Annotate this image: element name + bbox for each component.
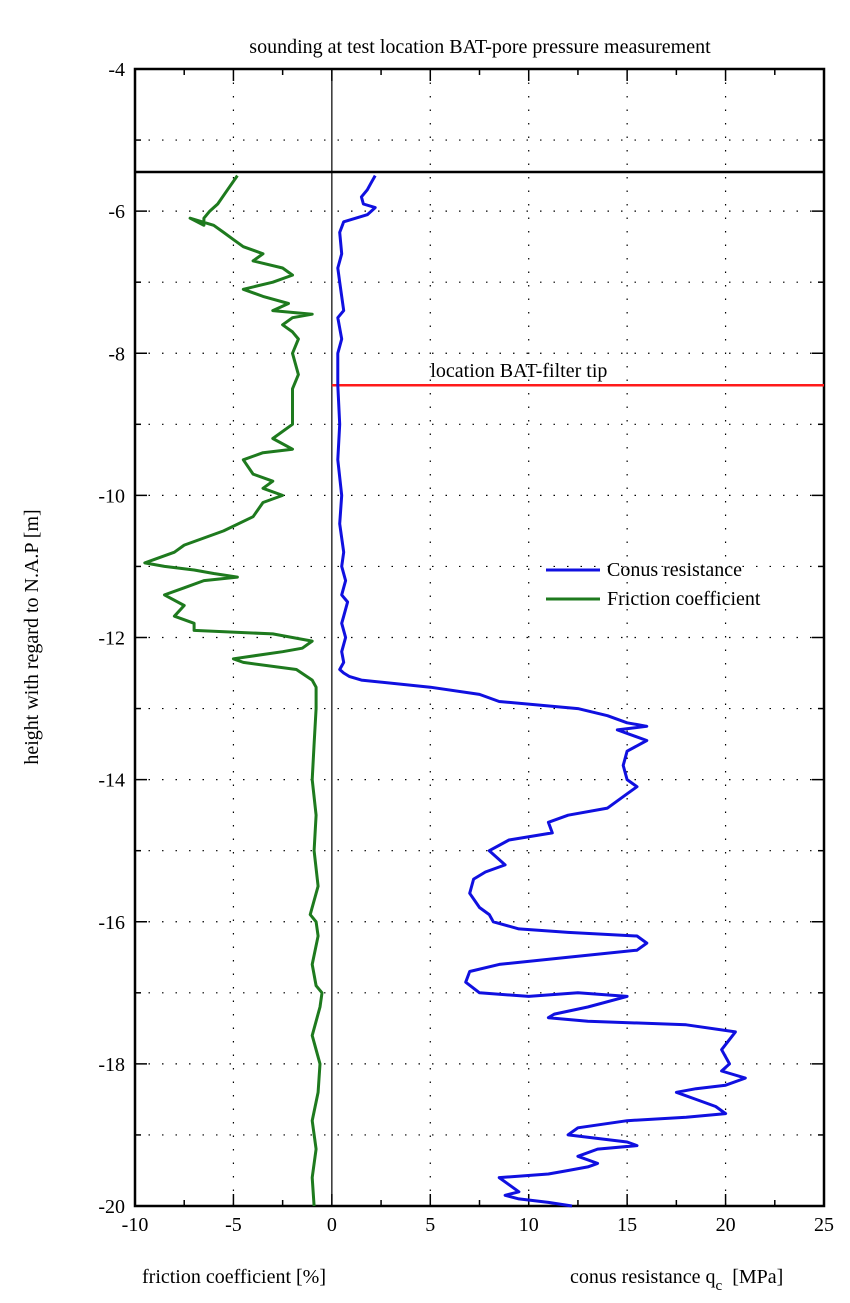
y-tick-label: -20 <box>98 1196 125 1218</box>
series-layer <box>143 174 747 1208</box>
x-tick-label: 25 <box>814 1214 834 1236</box>
x-tick-label: 15 <box>617 1214 637 1236</box>
conus-resistance-line <box>336 174 747 1208</box>
y-tick-label: -12 <box>98 628 125 650</box>
tick-marks <box>134 68 825 1207</box>
x-tick-label: 10 <box>519 1214 539 1236</box>
y-tick-label: -6 <box>108 201 125 223</box>
x-axis-label-right-main: conus resistance q <box>570 1266 716 1288</box>
x-axis-label-right-unit: [MPa] <box>732 1266 783 1288</box>
x-tick-label: 0 <box>327 1214 337 1236</box>
y-tick-label: -18 <box>98 1054 125 1076</box>
x-tick-label: 20 <box>716 1214 736 1236</box>
y-tick-label: -8 <box>108 343 125 365</box>
x-axis-label-left: friction coefficient [%] <box>142 1266 326 1288</box>
y-tick-label: -4 <box>108 59 125 81</box>
x-axis-label-right-sub: c <box>716 1278 723 1294</box>
y-axis-label: height with regard to N.A.P [m] <box>21 509 43 764</box>
grid <box>135 69 824 1206</box>
friction-coefficient-line <box>143 174 324 1207</box>
y-tick-label: -16 <box>98 912 125 934</box>
legend: Conus resistance Friction coefficient <box>546 559 761 610</box>
y-tick-label: -14 <box>98 770 125 792</box>
chart-title: sounding at test location BAT-pore press… <box>249 36 711 58</box>
x-axis-label-right: conus resistance qc [MPa] <box>570 1266 783 1294</box>
legend-label-friction: Friction coefficient <box>607 588 761 610</box>
x-tick-label: -5 <box>225 1214 242 1236</box>
y-tick-labels: -4 -6 -8 -10 -12 -14 -16 -18 -20 <box>98 59 125 1218</box>
plot-frame <box>133 67 826 1208</box>
x-tick-label: 5 <box>425 1214 435 1236</box>
legend-label-conus: Conus resistance <box>607 559 742 581</box>
x-tick-labels: -10 -5 0 5 10 15 20 25 <box>122 1214 834 1236</box>
x-tick-label: -10 <box>122 1214 149 1236</box>
y-tick-label: -10 <box>98 485 125 507</box>
filter-tip-label: location BAT-filter tip <box>430 360 607 382</box>
